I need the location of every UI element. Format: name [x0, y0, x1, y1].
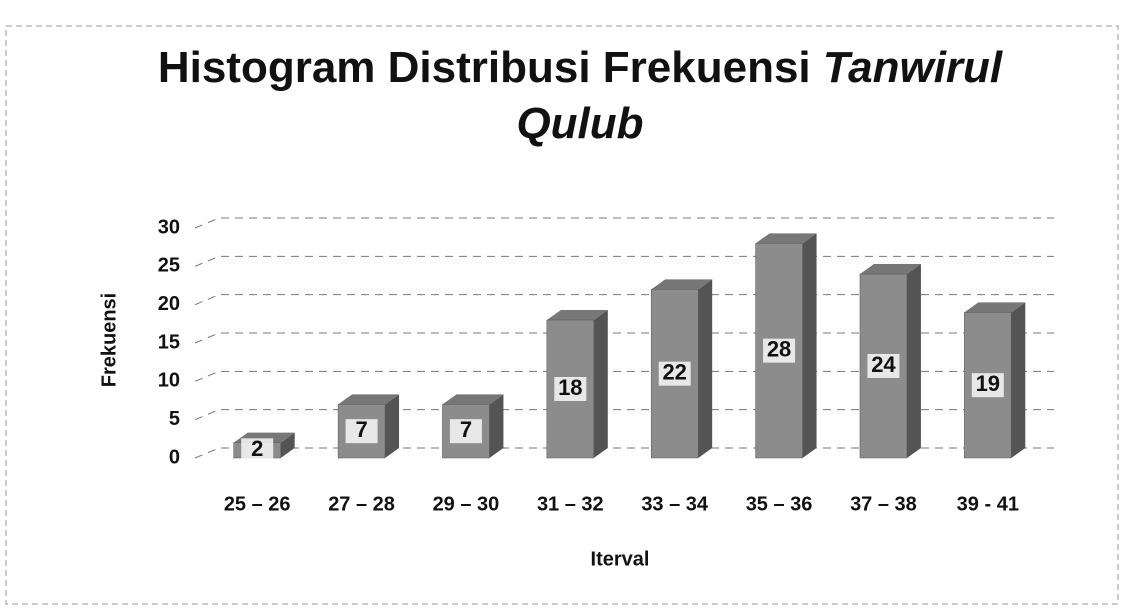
grid-line — [194, 294, 1054, 306]
y-tick-label: 25 — [158, 255, 180, 277]
value-label-bg — [658, 361, 691, 386]
bar-side — [489, 394, 504, 458]
bar-side — [385, 394, 400, 458]
x-axis-label: Iterval — [591, 548, 650, 570]
title-part: Tanwirul Qulub — [516, 43, 1003, 148]
chart-title: Histogram Distribusi Frekuensi Tanwirul … — [100, 40, 1060, 152]
x-tick-label: 27 – 28 — [328, 493, 395, 515]
value-label: 18 — [558, 375, 582, 400]
bar-top — [755, 233, 817, 244]
grid-line — [194, 217, 1054, 229]
y-tick-label: 20 — [158, 293, 180, 315]
bar-side — [698, 279, 713, 458]
value-label: 7 — [355, 417, 367, 442]
bar-top — [859, 264, 921, 274]
y-axis-label: Frekuensi — [98, 293, 120, 387]
bar-side — [593, 310, 608, 458]
bar-side — [906, 264, 921, 458]
value-label-bg — [867, 354, 900, 378]
y-tick-label: 30 — [158, 216, 180, 238]
value-label: 7 — [460, 417, 472, 442]
value-label: 19 — [976, 371, 1000, 396]
grid-line — [194, 447, 1054, 459]
y-tick-label: 15 — [158, 331, 180, 353]
y-tick-label: 0 — [169, 446, 180, 468]
bar — [546, 310, 608, 459]
bar-side — [802, 233, 817, 458]
bar-top — [964, 302, 1026, 313]
x-tick-label: 31 – 32 — [537, 493, 604, 515]
title-part: Histogram Distribusi Frekuensi — [157, 43, 811, 92]
x-tick-label: 29 – 30 — [433, 493, 500, 515]
value-label-bg — [345, 419, 378, 444]
bar-top — [651, 279, 713, 290]
value-label-bg — [449, 419, 482, 444]
bar-top — [442, 394, 504, 405]
x-tick-label: 37 – 38 — [850, 493, 917, 515]
x-tick-label: 25 – 26 — [224, 493, 291, 515]
value-label: 22 — [662, 359, 686, 384]
chart-frame — [5, 25, 1119, 605]
x-tick-label: 35 – 36 — [746, 493, 813, 515]
value-label-bg — [241, 438, 274, 463]
value-label: 2 — [251, 436, 263, 461]
bar-side — [1011, 302, 1026, 458]
value-label-bg — [763, 338, 796, 363]
grid-line — [194, 370, 1054, 382]
x-tick-label: 33 – 34 — [641, 493, 709, 515]
value-label: 28 — [767, 336, 791, 361]
y-tick-label: 10 — [158, 370, 180, 392]
y-tick-label: 5 — [169, 408, 180, 430]
bar-top — [546, 310, 608, 320]
value-label: 24 — [871, 352, 896, 377]
x-tick-label: 39 - 41 — [957, 493, 1019, 515]
value-label-bg — [554, 377, 587, 401]
bar-top — [338, 394, 400, 405]
grid-line — [194, 255, 1054, 267]
grid-line — [194, 332, 1054, 344]
grid-line — [194, 409, 1054, 421]
value-label-bg — [971, 373, 1004, 398]
bar-side — [280, 432, 295, 458]
